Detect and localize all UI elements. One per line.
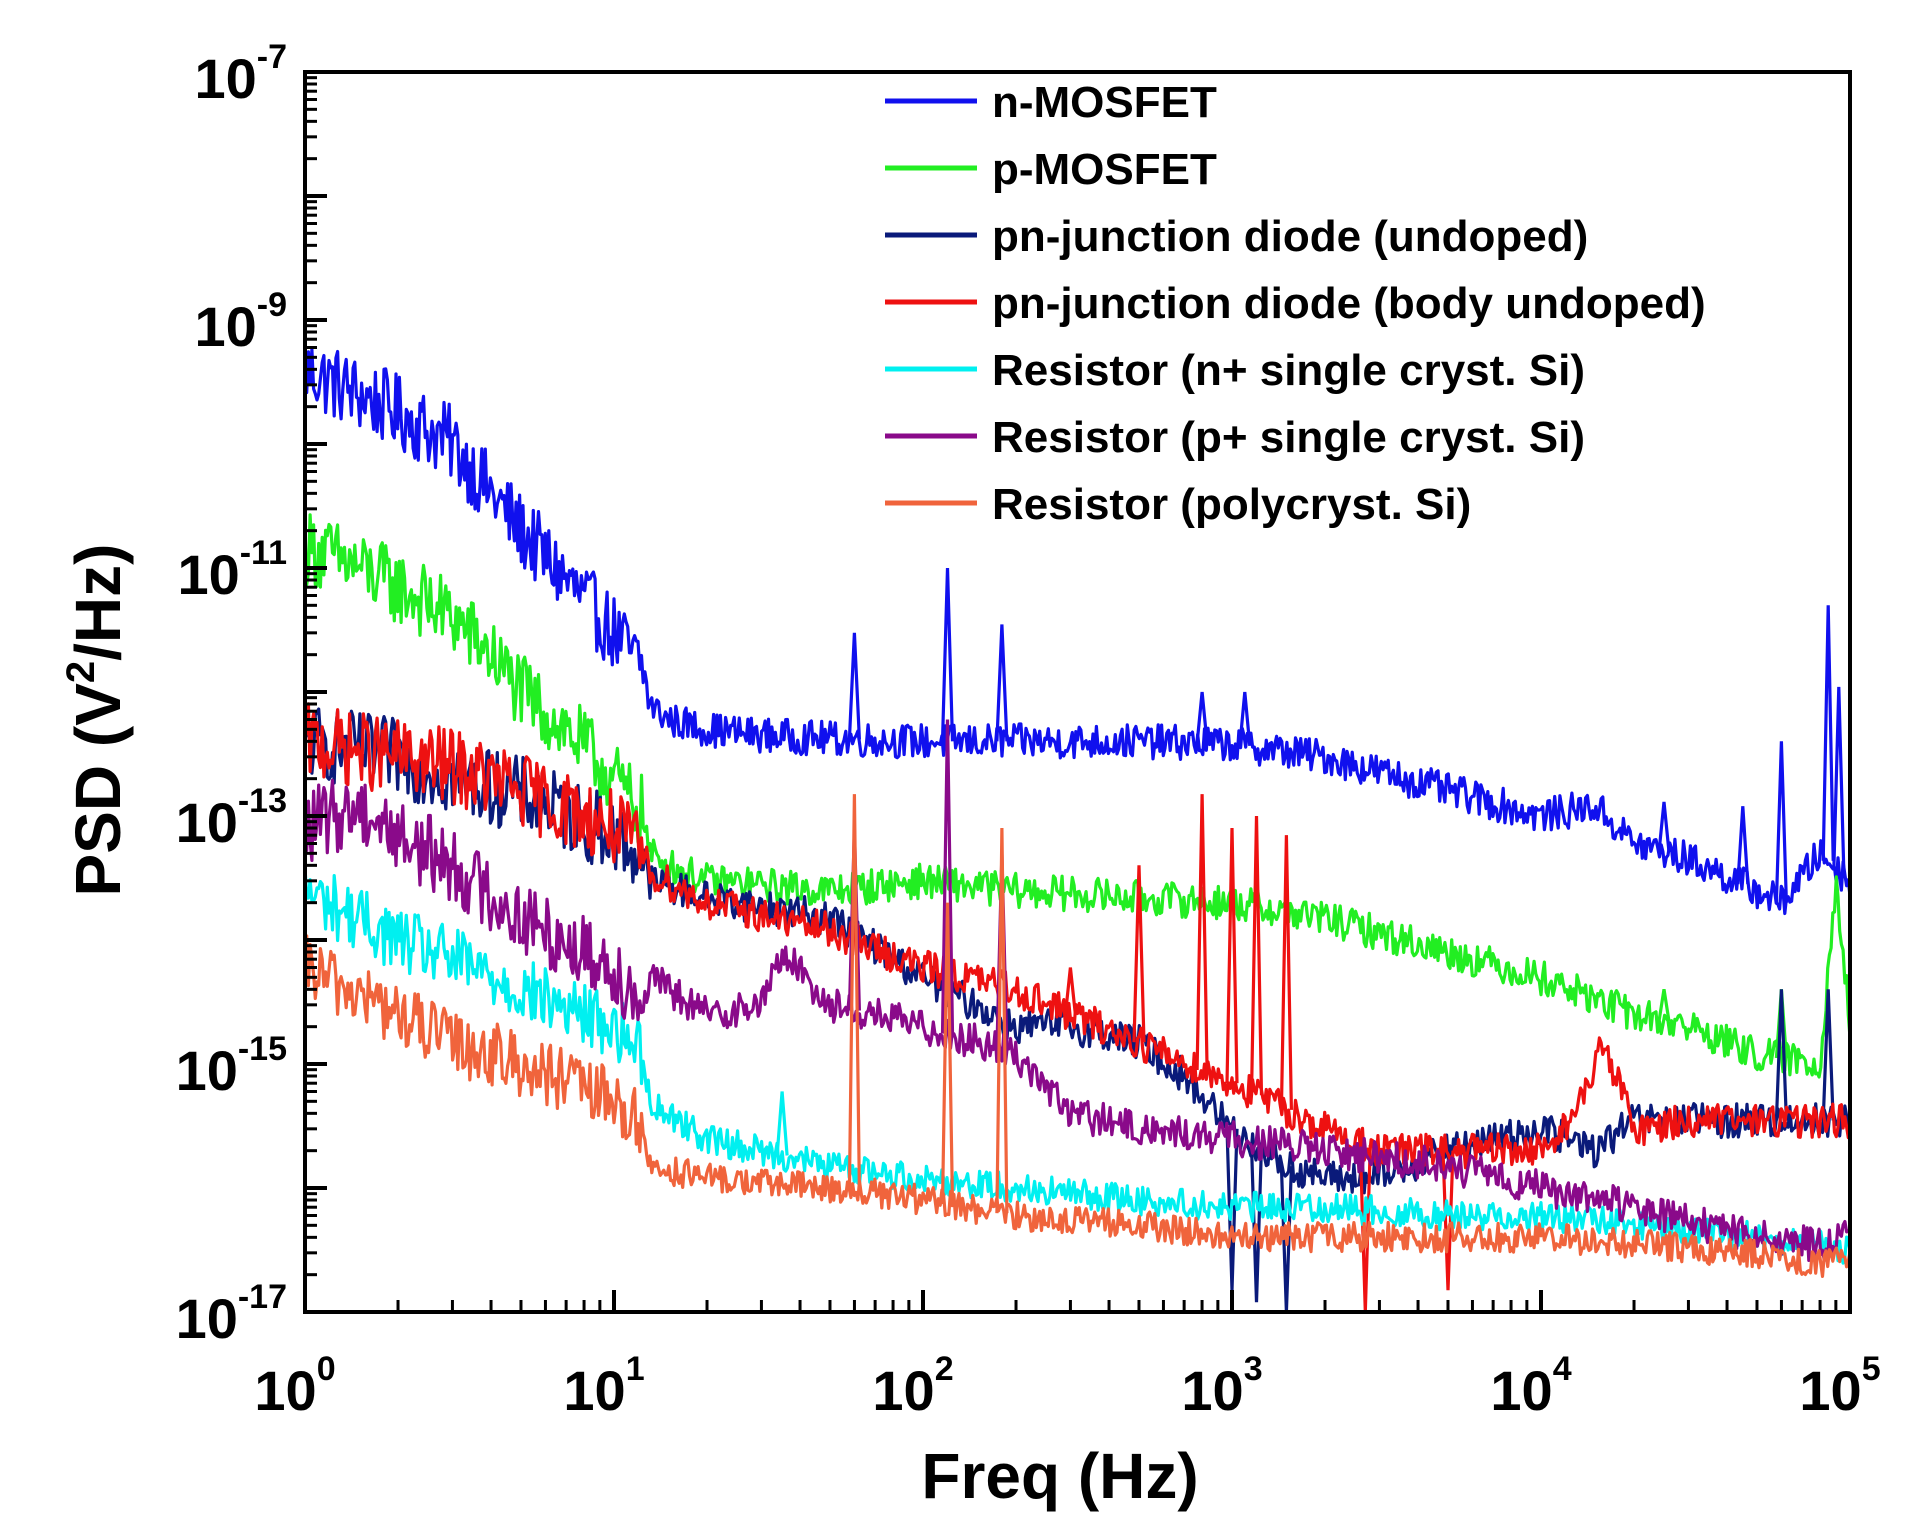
series-spike [1774,989,1788,1121]
series-spike [1195,691,1209,744]
series-spike [847,794,861,1192]
legend-label: Resistor (p+ single cryst. Si) [992,413,1585,462]
legend-item: pn-junction diode (undoped) [885,212,1588,261]
legend-item: Resistor (p+ single cryst. Si) [885,413,1585,462]
legend: n-MOSFET p-MOSFET pn-junction diode (undop… [885,78,1706,529]
series-line [305,866,1850,1265]
legend-label: Resistor (polycryst. Si) [992,480,1471,529]
legend-label: Resistor (n+ single cryst. Si) [992,346,1585,395]
series-spike [775,1091,789,1156]
series-spike [1821,605,1835,861]
series-spike [1736,806,1750,885]
series-spike [1249,815,1264,1096]
legend-item: p-MOSFET [885,145,1217,194]
series-spike [995,624,1009,742]
y-axis-title-sup: 2 [59,661,103,683]
x-tick-label: 103 [1181,1350,1262,1422]
legend-item: Resistor (n+ single cryst. Si) [885,346,1585,395]
series-spike [1132,865,1146,1043]
series-spike [1657,801,1671,853]
series-spike [1774,741,1788,903]
legend-item: n-MOSFET [885,78,1217,127]
series-spike [1063,967,1077,1015]
series-spike [940,719,955,1034]
series-spike [1238,691,1252,747]
legend-label: p-MOSFET [992,145,1217,194]
y-axis-title-base: PSD (V [62,683,134,897]
y-tick-label: 10-15 [176,1030,287,1102]
legend-label: n-MOSFET [992,78,1217,127]
tick-layer: 100 101 102 103 104 105 10-7 10-9 10-11 10-13 10-1… [176,38,1881,1422]
legend-item: pn-junction diode (body undoped) [885,279,1706,328]
series-line [305,513,1850,1079]
x-tick-label: 105 [1799,1350,1880,1422]
y-tick-label: 10-17 [176,1278,287,1350]
x-axis-title: Freq (Hz) [921,1440,1198,1512]
series-spike [995,827,1009,1214]
series-spike [847,632,861,740]
series-spike [1441,1150,1455,1291]
y-axis-title-tail: /Hz) [62,544,134,661]
series-layer [305,347,1850,1312]
legend-item: Resistor (polycryst. Si) [885,480,1471,529]
series-spike [1821,989,1835,1121]
x-tick-label: 100 [254,1350,335,1422]
series-spike [940,567,955,742]
y-tick-label: 10-7 [194,38,287,110]
x-tick-label: 104 [1490,1350,1571,1422]
series-line [305,702,1850,1170]
series-line [305,347,1850,916]
series-spike [940,902,955,1205]
series-spike [1195,794,1209,1071]
series-6 [305,794,1850,1278]
series-line [305,778,1850,1262]
series-spike [1832,686,1846,871]
legend-label: pn-junction diode (body undoped) [992,279,1706,328]
series-4 [305,866,1850,1265]
series-spike [1657,989,1671,1022]
series-0 [305,347,1850,916]
y-axis-title: PSD (V2/Hz) [59,544,134,897]
y-tick-label: 10-9 [194,286,287,358]
y-tick-label: 10-11 [177,534,287,606]
legend-label: pn-junction diode (undoped) [992,212,1588,261]
series-line [305,934,1850,1278]
series-3 [305,702,1850,1312]
series-spike [1225,827,1239,1084]
series-spike [1279,835,1293,1110]
x-tick-label: 102 [872,1350,953,1422]
x-tick-label: 101 [563,1350,644,1422]
y-tick-label: 10-13 [176,782,287,854]
